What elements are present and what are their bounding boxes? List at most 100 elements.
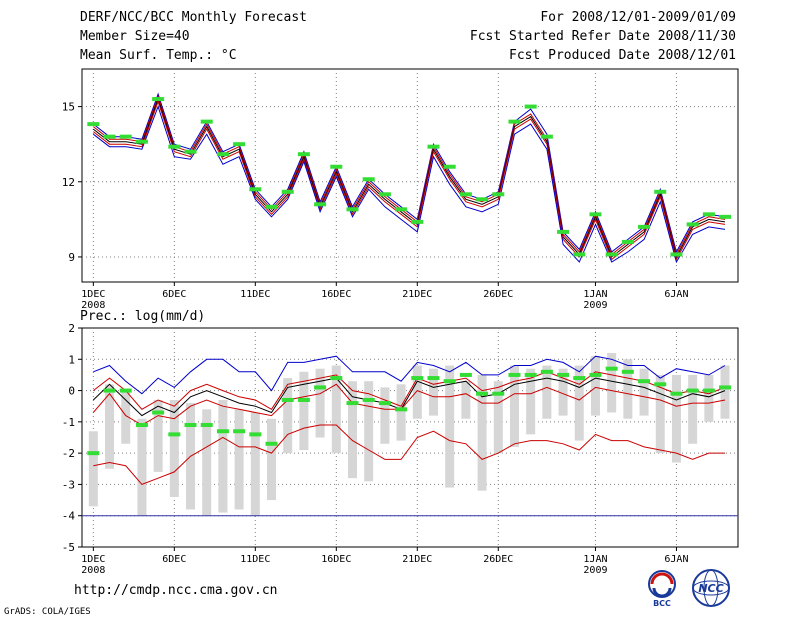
member-size-label: Member Size=40 (80, 29, 190, 44)
forecast-period: For 2008/12/01-2009/01/09 (540, 10, 736, 25)
prec-obs-mark (281, 397, 294, 402)
temp-obs-mark (87, 122, 100, 127)
prec-xtick-label: 26DEC (483, 554, 513, 565)
prec-range-box (639, 368, 649, 416)
precipitation-title: Prec.: log(mm/d) (80, 309, 205, 324)
prec-plot-frame (81, 327, 739, 548)
temp-obs-mark (200, 119, 213, 124)
prec-obs-mark (135, 422, 148, 427)
prec-range-box (720, 365, 730, 419)
prec-ytick-label: 2 (68, 322, 75, 335)
prec-series-max (93, 355, 726, 395)
prec-range-box (607, 353, 617, 413)
temp-xtick-label: 1JAN (583, 289, 607, 300)
prec-obs-mark (621, 369, 634, 374)
temp-obs-mark (459, 192, 472, 197)
prec-range-box (105, 384, 115, 469)
temp-obs-mark (476, 197, 489, 202)
prec-range-box (671, 374, 681, 463)
prec-ytick-label: 1 (68, 353, 75, 366)
prec-obs-mark (87, 451, 100, 456)
temp-obs-mark (249, 187, 262, 192)
temp-series-upper (92, 95, 726, 256)
prec-obs-mark (184, 422, 197, 427)
prec-xtick-year: 2009 (583, 565, 607, 576)
temp-obs-mark (314, 202, 327, 207)
source-url[interactable]: http://cmdp.ncc.cma.gov.cn (74, 583, 278, 598)
prec-range-box (688, 374, 698, 444)
prec-range-box (493, 381, 503, 454)
temp-obs-mark (330, 164, 343, 169)
temp-obs-mark (508, 119, 521, 124)
prec-series-min (93, 424, 725, 485)
prec-range-box (461, 381, 471, 419)
temp-obs-mark (589, 212, 602, 217)
prec-obs-mark (152, 410, 165, 415)
chart-title: DERF/NCC/BCC Monthly Forecast (80, 10, 307, 25)
prec-range-box (590, 356, 600, 416)
prec-range-box (574, 365, 584, 441)
temp-obs-mark (540, 134, 553, 139)
prec-range-box (88, 431, 98, 507)
prec-range-box (283, 378, 293, 454)
prec-ytick-label: -3 (62, 478, 75, 491)
temp-obs-mark (103, 134, 116, 139)
prec-range-box (477, 374, 487, 491)
prec-obs-mark (702, 388, 715, 393)
prec-obs-mark (378, 401, 391, 406)
prec-xtick-label: 11DEC (240, 554, 270, 565)
prec-xtick-label: 21DEC (402, 554, 432, 565)
variable-label: Mean Surf. Temp.: °C (80, 48, 237, 63)
temp-obs-mark (168, 144, 181, 149)
prec-range-box (121, 390, 131, 444)
temp-obs-mark (686, 222, 699, 227)
temp-ytick-label: 12 (62, 176, 75, 189)
temp-obs-mark (411, 219, 424, 224)
prec-range-box (202, 409, 212, 516)
bcc-logo: BCC (648, 570, 676, 608)
temp-obs-mark (233, 142, 246, 147)
prec-range-box (380, 387, 390, 444)
forecast-start-date: Fcst Started Refer Date 2008/11/30 (469, 29, 736, 44)
prec-range-box (704, 374, 714, 422)
temp-obs-mark (443, 164, 456, 169)
prec-xtick-year: 2008 (81, 565, 105, 576)
temp-xtick-year: 2008 (81, 300, 105, 311)
prec-range-box (542, 365, 552, 419)
temp-obs-mark (119, 134, 132, 139)
prec-range-box (315, 368, 325, 438)
prec-range-box (526, 368, 536, 435)
prec-obs-mark (297, 397, 310, 402)
bcc-logo-text: BCC (653, 599, 671, 608)
temp-obs-mark (654, 189, 667, 194)
prec-range-box (347, 381, 357, 479)
prec-obs-mark (330, 376, 343, 381)
temp-obs-mark (395, 207, 408, 212)
temp-xtick-label: 6DEC (162, 289, 186, 300)
prec-ytick-label: -4 (62, 510, 76, 523)
temp-obs-mark (297, 152, 310, 157)
prec-range-box (137, 418, 147, 516)
temp-obs-mark (135, 139, 148, 144)
prec-range-box (412, 365, 422, 419)
prec-obs-mark (573, 376, 586, 381)
prec-obs-mark (427, 376, 440, 381)
prec-range-box (250, 412, 260, 516)
prec-series-upper (92, 371, 726, 410)
prec-obs-mark (605, 366, 618, 371)
prec-obs-mark (524, 372, 537, 377)
prec-obs-mark (103, 388, 116, 393)
temp-obs-mark (265, 204, 278, 209)
ncc-logo-text: NCC (698, 582, 723, 595)
prec-obs-mark (557, 372, 570, 377)
prec-obs-mark (411, 376, 424, 381)
prec-obs-mark (395, 407, 408, 412)
temp-obs-mark (573, 252, 586, 257)
prec-ytick-label: -5 (62, 541, 75, 554)
temp-series-mean (92, 97, 726, 259)
prec-obs-mark (638, 379, 651, 384)
temp-obs-mark (281, 189, 294, 194)
prec-obs-mark (443, 379, 456, 384)
temp-obs-mark (670, 252, 683, 257)
